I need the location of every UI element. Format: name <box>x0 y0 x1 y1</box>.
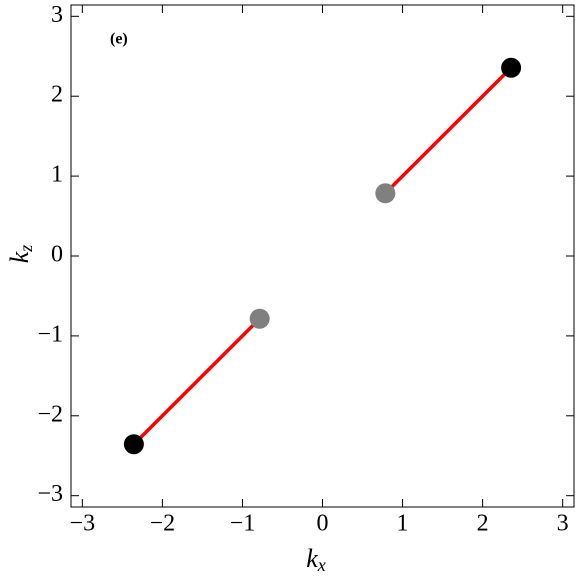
line-segment <box>384 66 513 195</box>
y-tick-label: −1 <box>37 321 63 347</box>
panel-label: (e) <box>110 31 128 48</box>
y-tick-label: −2 <box>37 401 63 427</box>
x-label-sub: x <box>317 555 326 575</box>
point <box>501 57 522 78</box>
y-tick-label: 1 <box>51 162 63 188</box>
x-tick-label: 2 <box>477 511 489 537</box>
x-tick-label: 0 <box>317 511 329 537</box>
x-tick-label: −2 <box>150 511 176 537</box>
line-segment <box>132 317 261 446</box>
x-axis-label: kx <box>306 544 326 575</box>
x-tick-label: −1 <box>230 511 256 537</box>
y-tick-label: 2 <box>51 82 63 108</box>
y-tick-label: 0 <box>51 242 63 268</box>
point <box>249 308 270 329</box>
y-tick-label: −3 <box>37 481 63 507</box>
point <box>123 434 144 455</box>
point <box>375 183 396 204</box>
x-tick-label: 1 <box>397 511 409 537</box>
x-tick-label: 3 <box>557 511 569 537</box>
y-label-main: k <box>5 251 34 263</box>
y-axis-label-group: kz <box>5 245 36 264</box>
y-tick-label: 3 <box>51 2 63 28</box>
y-axis-label: kz <box>5 245 36 264</box>
x-tick-label: −3 <box>70 511 96 537</box>
y-label-sub: z <box>16 245 36 253</box>
x-label-main: k <box>306 544 318 573</box>
